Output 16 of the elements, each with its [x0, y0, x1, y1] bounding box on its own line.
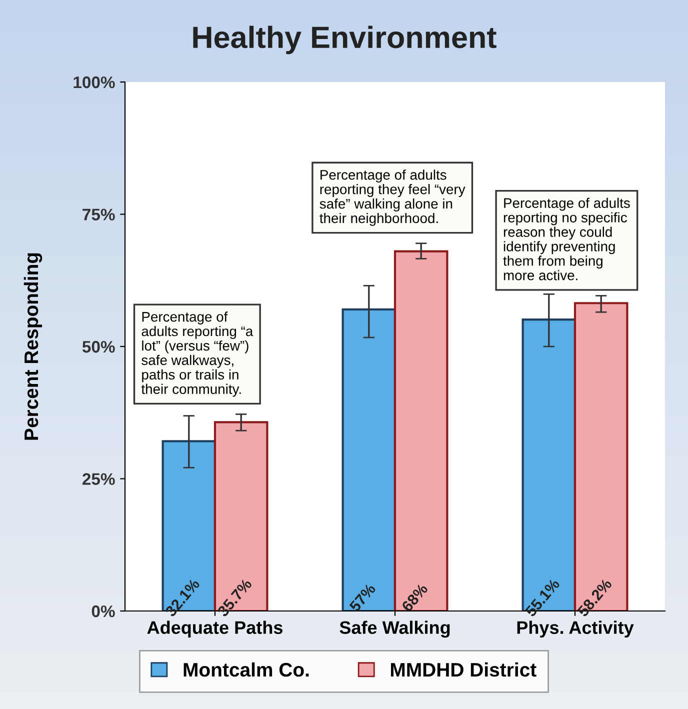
annotation: Percentage of adults reporting “a lot” (versus “few”) safe walkways, paths or trails in their community. [141, 312, 254, 397]
x-tick-label: Phys. Activity [517, 620, 634, 638]
chart-title: Healthy Environment [193, 26, 496, 54]
x-tick-label: Adequate Paths [147, 620, 282, 638]
annotation: Percentage of adults reporting no specific reason they could identify preventing them from being more active. [503, 198, 630, 280]
annotation: Percentage of adults reporting they feel “very safe” walking alone in their neighborhood. [320, 170, 466, 226]
y-tick-label: 75% [82, 208, 115, 220]
y-axis-title: Percent Responding [24, 253, 42, 440]
x-tick-label: Safe Walking [340, 620, 450, 638]
y-tick-label: 25% [82, 473, 115, 485]
y-tick-label: 0% [92, 605, 115, 618]
legend-label: MMDHD District [390, 662, 536, 677]
legend-label: Montcalm Co. [184, 662, 309, 677]
bar [394, 250, 448, 611]
y-tick-label: 100% [74, 76, 115, 88]
y-tick-label: 50% [82, 340, 115, 353]
